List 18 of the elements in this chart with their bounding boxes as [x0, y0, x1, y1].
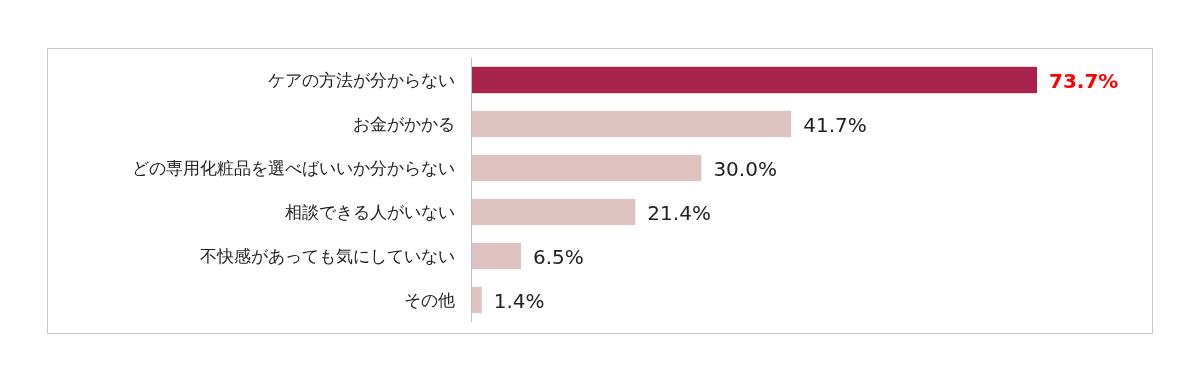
data-label: 1.4%: [493, 289, 545, 313]
y-tick-label: お金がかかる: [353, 114, 455, 134]
y-tick-label: その他: [404, 290, 455, 310]
y-tick-label: ケアの方法が分からない: [268, 70, 455, 90]
data-label: 41.7%: [803, 113, 867, 137]
y-tick-label: どの専用化粧品を選べばいいか分からない: [132, 158, 455, 178]
data-label: 21.4%: [647, 201, 711, 225]
y-tick-label: 相談できる人がいない: [285, 202, 455, 222]
bar: [471, 286, 482, 314]
bar: [471, 154, 702, 182]
bar: [471, 110, 792, 138]
data-label: 73.7%: [1049, 69, 1119, 93]
bar: [471, 66, 1037, 94]
data-label: 6.5%: [532, 245, 584, 269]
data-label: 30.0%: [713, 157, 777, 181]
bar: [471, 198, 636, 226]
bar: [471, 242, 521, 270]
y-tick-label: 不快感があっても気にしていない: [200, 246, 455, 266]
